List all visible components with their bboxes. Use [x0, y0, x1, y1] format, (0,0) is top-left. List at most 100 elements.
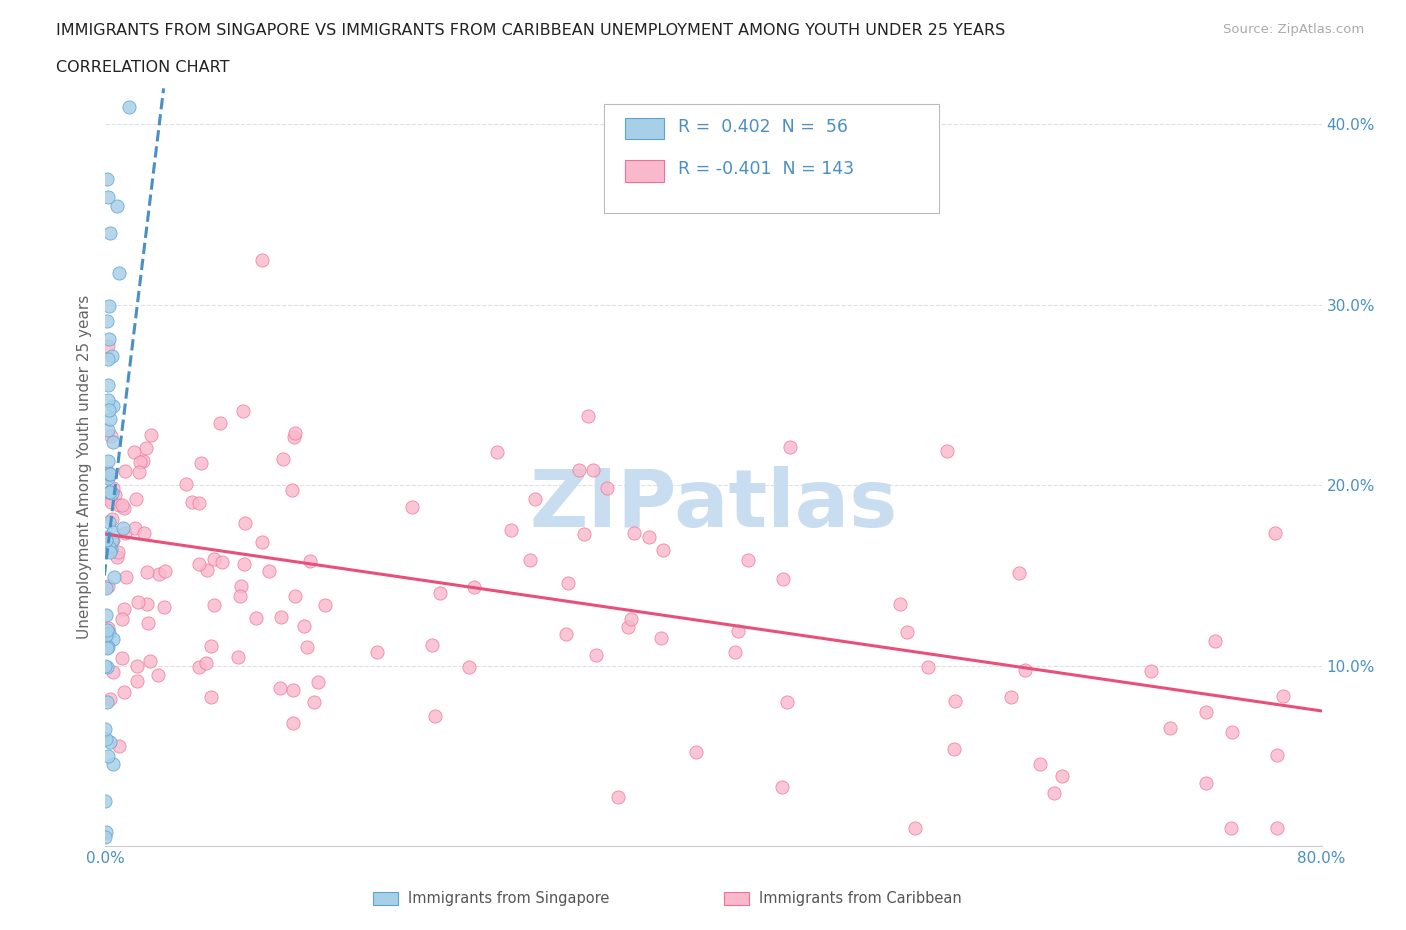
Point	[576, 408, 599, 423]
Point	[136, 597, 159, 612]
Point	[770, 779, 793, 794]
Point	[98, 485, 121, 500]
Point	[195, 563, 218, 578]
Point	[232, 404, 254, 418]
Point	[935, 444, 957, 458]
Point	[96, 313, 118, 328]
Point	[568, 462, 591, 477]
Point	[122, 445, 145, 459]
Point	[112, 602, 135, 617]
Point	[97, 331, 120, 346]
Point	[304, 695, 326, 710]
Point	[135, 440, 157, 455]
Point	[943, 694, 966, 709]
Point	[366, 644, 388, 659]
Point	[103, 481, 125, 496]
Point	[112, 684, 135, 699]
Point	[638, 529, 661, 544]
Point	[100, 532, 122, 547]
Point	[94, 825, 117, 840]
Point	[889, 596, 911, 611]
Text: IMMIGRANTS FROM SINGAPORE VS IMMIGRANTS FROM CARIBBEAN UNEMPLOYMENT AMONG YOUTH : IMMIGRANTS FROM SINGAPORE VS IMMIGRANTS …	[56, 23, 1005, 38]
Point	[485, 445, 508, 459]
Point	[97, 539, 120, 554]
Point	[98, 692, 121, 707]
Point	[281, 483, 304, 498]
Point	[233, 515, 256, 530]
Point	[97, 578, 120, 593]
Point	[211, 554, 233, 569]
Point	[273, 451, 295, 466]
Point	[96, 622, 118, 637]
Point	[103, 665, 125, 680]
FancyBboxPatch shape	[624, 118, 664, 140]
Point	[229, 578, 252, 593]
Point	[519, 552, 541, 567]
Point	[97, 403, 120, 418]
Point	[101, 485, 124, 500]
Point	[101, 512, 124, 526]
Point	[557, 576, 579, 591]
FancyBboxPatch shape	[624, 160, 664, 181]
Point	[135, 565, 157, 579]
Point	[114, 463, 136, 478]
Point	[295, 640, 318, 655]
Point	[904, 821, 927, 836]
Point	[1194, 776, 1216, 790]
Point	[97, 626, 120, 641]
Point	[1264, 526, 1286, 541]
Point	[1000, 689, 1022, 704]
Point	[281, 683, 304, 698]
Point	[98, 299, 121, 314]
Point	[292, 618, 315, 633]
Text: R = -0.401  N = 143: R = -0.401 N = 143	[678, 161, 855, 179]
Point	[97, 749, 120, 764]
Point	[284, 589, 307, 604]
Point	[97, 640, 120, 655]
Point	[524, 492, 547, 507]
Point	[136, 616, 159, 631]
Point	[96, 530, 118, 545]
Point	[101, 756, 124, 771]
Point	[98, 492, 121, 507]
Point	[127, 594, 149, 609]
Point	[420, 638, 443, 653]
Point	[429, 586, 451, 601]
Point	[128, 465, 150, 480]
Point	[98, 412, 121, 427]
Point	[776, 694, 799, 709]
Point	[772, 572, 794, 587]
Point	[101, 532, 124, 547]
Point	[229, 589, 252, 604]
Point	[111, 611, 134, 626]
Point	[232, 556, 254, 571]
Point	[96, 171, 118, 186]
Point	[1271, 689, 1294, 704]
Point	[118, 100, 141, 114]
Point	[129, 455, 152, 470]
Point	[200, 689, 222, 704]
Point	[105, 198, 128, 213]
Point	[111, 498, 134, 512]
Point	[188, 496, 211, 511]
Point	[155, 564, 177, 578]
Point	[652, 542, 675, 557]
Point	[97, 464, 120, 479]
Point	[104, 487, 127, 502]
Point	[1204, 634, 1226, 649]
Point	[100, 495, 122, 510]
Point	[779, 439, 801, 454]
Point	[283, 715, 305, 730]
Text: CORRELATION CHART: CORRELATION CHART	[56, 60, 229, 75]
Point	[100, 541, 122, 556]
Point	[1219, 821, 1241, 836]
Point	[1265, 748, 1288, 763]
Point	[97, 189, 120, 204]
Point	[188, 556, 211, 571]
Point	[108, 738, 131, 753]
Point	[111, 650, 134, 665]
Point	[97, 620, 120, 635]
Point	[139, 654, 162, 669]
Point	[202, 597, 225, 612]
Point	[97, 514, 120, 529]
